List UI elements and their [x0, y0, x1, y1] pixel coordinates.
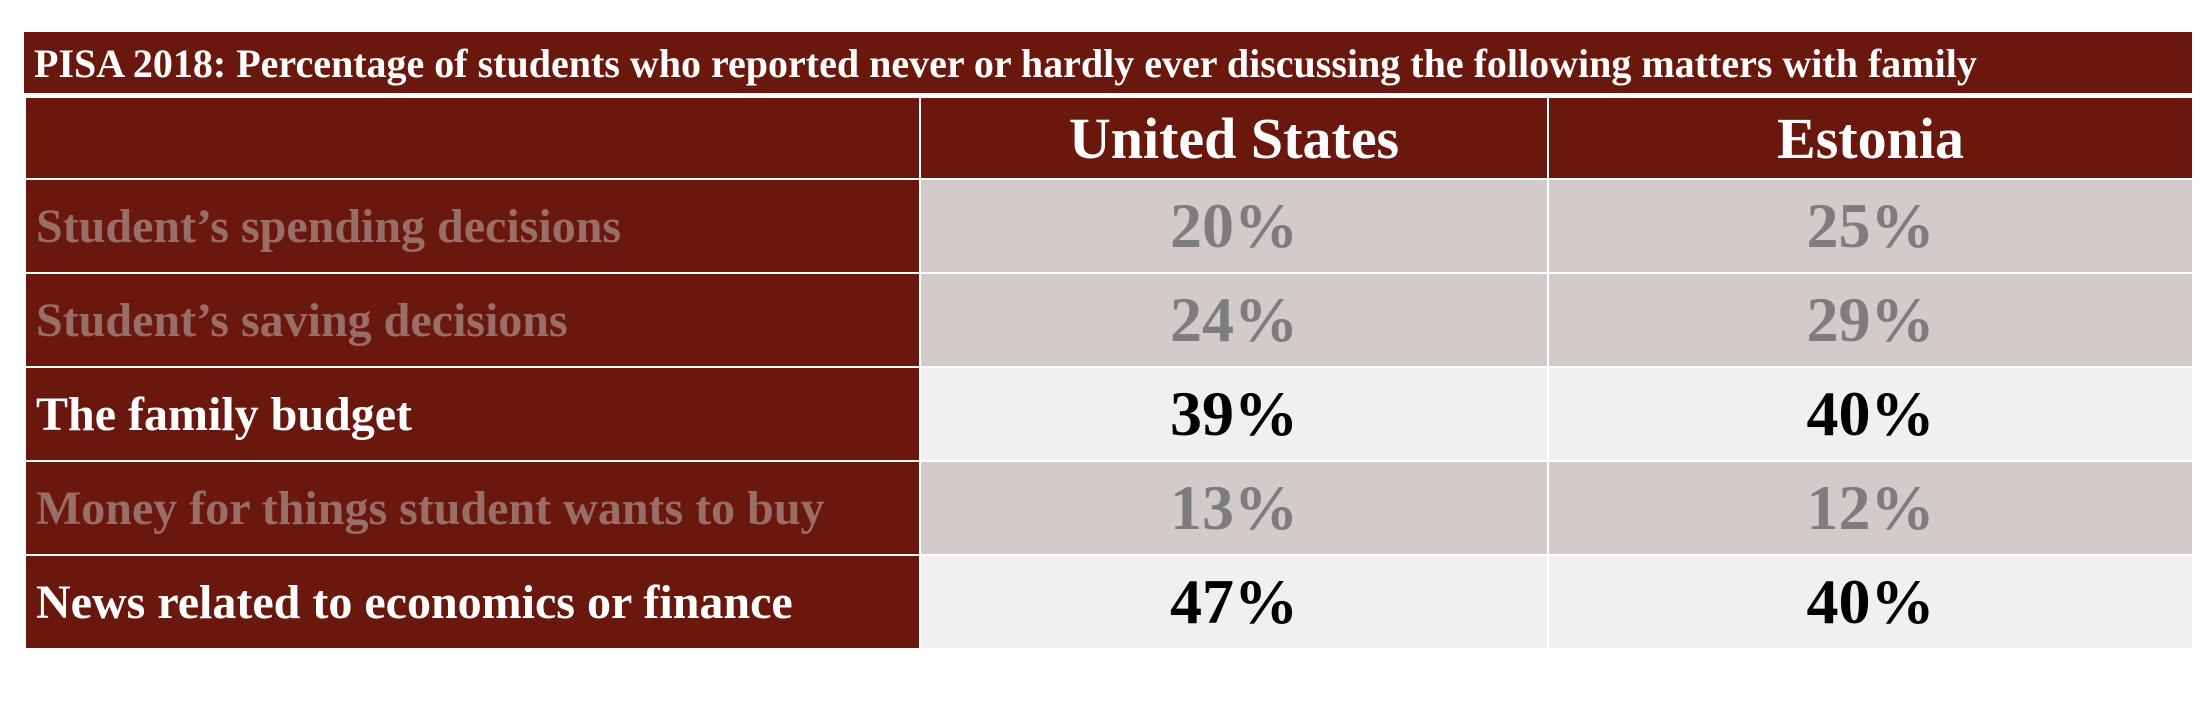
table-row: News related to economics or finance 47% 4… — [24, 554, 2194, 650]
column-header-united-states: United States — [919, 96, 1549, 180]
value-united-states: 20% — [919, 178, 1549, 274]
header-corner-cell — [24, 96, 921, 180]
value-estonia: 25% — [1547, 178, 2194, 274]
column-header-estonia: Estonia — [1547, 96, 2194, 180]
value-estonia: 40% — [1547, 554, 2194, 650]
value-united-states: 39% — [919, 366, 1549, 462]
value-united-states: 24% — [919, 272, 1549, 368]
row-label: Student’s spending decisions — [24, 178, 921, 274]
row-label: News related to economics or finance — [24, 554, 921, 650]
row-label: Money for things student wants to buy — [24, 460, 921, 556]
header-row: United States Estonia — [24, 96, 2194, 180]
pisa-table-container: PISA 2018: Percentage of students who re… — [24, 32, 2194, 650]
value-estonia: 12% — [1547, 460, 2194, 556]
table-title: PISA 2018: Percentage of students who re… — [24, 32, 2192, 96]
table-row: Student’s spending decisions 20% 25% — [24, 178, 2194, 274]
value-estonia: 29% — [1547, 272, 2194, 368]
table-row: Student’s saving decisions 24% 29% — [24, 272, 2194, 368]
table-row: The family budget 39% 40% — [24, 366, 2194, 462]
value-estonia: 40% — [1547, 366, 2194, 462]
row-label: Student’s saving decisions — [24, 272, 921, 368]
table-row: Money for things student wants to buy 13%… — [24, 460, 2194, 556]
table-body: Student’s spending decisions 20% 25% Studen… — [24, 178, 2194, 650]
row-label: The family budget — [24, 366, 921, 462]
value-united-states: 47% — [919, 554, 1549, 650]
value-united-states: 13% — [919, 460, 1549, 556]
data-table: United States Estonia Student’s spending… — [24, 96, 2194, 650]
